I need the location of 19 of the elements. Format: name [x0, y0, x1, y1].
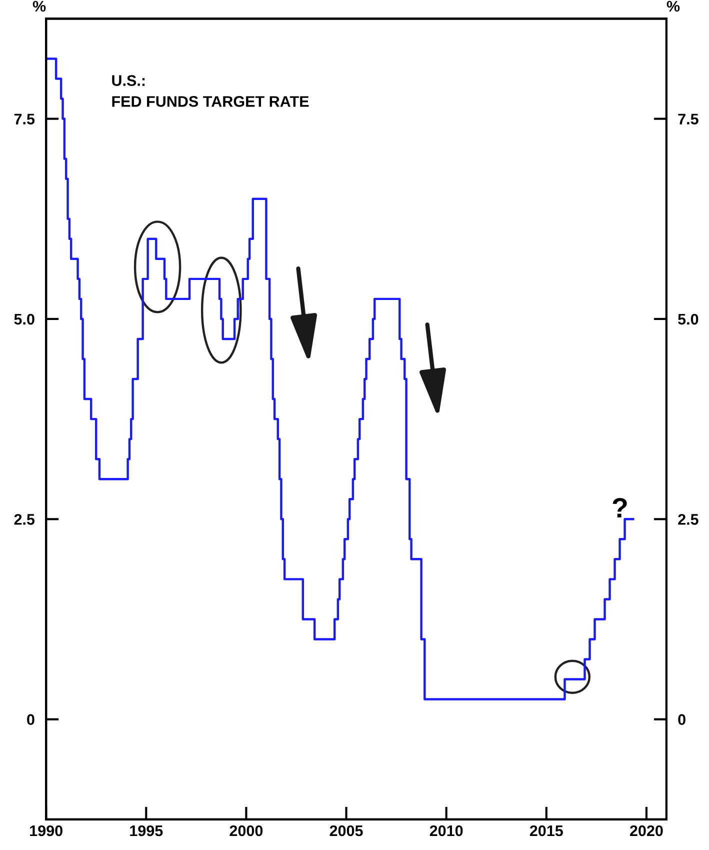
y-tick-label: 2.5 [14, 514, 35, 525]
y2-tick-label: 5.0 [678, 314, 698, 325]
text: U.S.: FED FUNDS TARGET RATE [112, 75, 309, 107]
x-tick-label: 1990 [30, 825, 62, 836]
y2-axis-title: % [666, 0, 680, 12]
y-tick-label: 0 [27, 714, 34, 725]
y-axis-title: % [32, 0, 46, 12]
x-tick-label: 2015 [530, 825, 563, 836]
y-tick-label: 7.5 [14, 114, 35, 124]
annotation: ? [612, 498, 627, 518]
y2-tick-label: 7.5 [678, 114, 698, 124]
x-tick-label: 1995 [130, 825, 163, 836]
x-tick-label: 2005 [330, 825, 363, 836]
y2-tick-label: 2.5 [678, 514, 698, 525]
y2-tick-label: 0 [678, 714, 686, 725]
x-tick-label: 2020 [630, 825, 663, 836]
x-tick-label: 2010 [430, 825, 463, 836]
y-tick-label: 5.0 [14, 314, 34, 325]
x-tick-label: 2000 [230, 825, 263, 836]
